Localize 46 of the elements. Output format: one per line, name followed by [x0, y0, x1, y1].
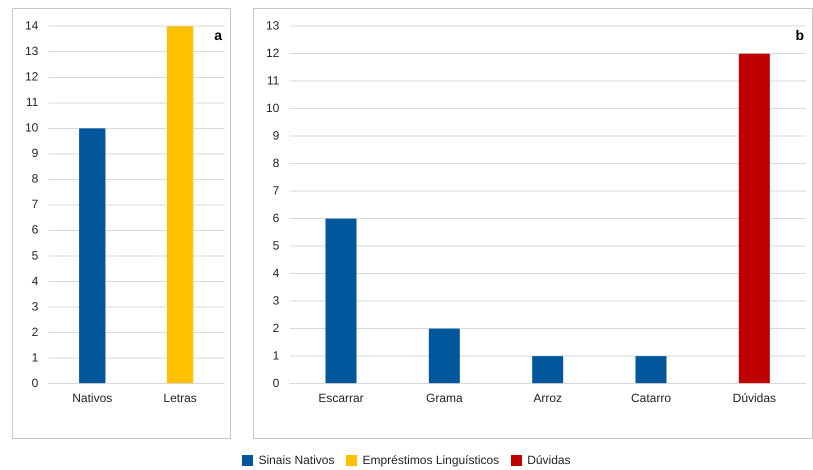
- y-tick-label: 12: [24, 70, 39, 84]
- y-tick-label: 8: [272, 156, 280, 170]
- x-tick-label: Escarrar: [318, 391, 364, 406]
- y-tick-label: 2: [32, 324, 39, 339]
- bar: [326, 218, 357, 384]
- chart-title: a: [214, 27, 222, 44]
- chart-title: b: [795, 27, 804, 44]
- y-tick-label: 3: [272, 293, 280, 308]
- y-tick-label: 13: [266, 18, 280, 33]
- x-tick-label: Nativos: [72, 391, 112, 406]
- x-tick-label: Arroz: [533, 391, 562, 406]
- y-tick-label: 14: [24, 18, 39, 33]
- y-tick-label: 0: [32, 376, 39, 390]
- y-tick-label: 7: [32, 197, 39, 212]
- x-tick-label: Catarro: [630, 391, 672, 406]
- legend-label: Empréstimos Linguísticos: [362, 453, 500, 467]
- y-tick-label: 6: [272, 210, 280, 225]
- y-tick-label: 8: [32, 172, 39, 186]
- y-tick-label: 10: [266, 100, 280, 115]
- y-tick-label: 12: [266, 46, 280, 60]
- y-tick-label: 11: [26, 95, 39, 110]
- y-tick-label: 6: [32, 222, 39, 237]
- legend-label: Dúvidas: [527, 453, 571, 467]
- y-tick-label: 9: [272, 128, 280, 142]
- x-tick-label: Dúvidas: [732, 391, 776, 406]
- y-tick-label: 2: [272, 320, 280, 335]
- x-tick-label: Grama: [426, 391, 463, 406]
- y-tick-label: 10: [24, 120, 39, 135]
- bar: [428, 328, 460, 384]
- bar: [636, 356, 667, 384]
- bar: [532, 356, 564, 384]
- y-tick-label: 11: [266, 73, 280, 88]
- y-tick-label: 5: [32, 248, 39, 262]
- bar: [738, 54, 770, 384]
- y-tick-label: 1: [32, 350, 39, 364]
- y-tick-label: 13: [24, 44, 39, 58]
- y-tick-label: 7: [272, 183, 280, 198]
- y-tick-label: 4: [32, 274, 39, 288]
- y-tick-label: 3: [32, 299, 39, 314]
- y-tick-label: 9: [32, 146, 39, 160]
- y-tick-label: 5: [272, 238, 280, 252]
- x-tick-label: Letras: [163, 391, 197, 406]
- y-tick-label: 1: [272, 348, 280, 362]
- y-tick-label: 0: [272, 376, 280, 390]
- legend-label: Sinais Nativos: [258, 453, 334, 467]
- y-tick-label: 4: [272, 266, 280, 280]
